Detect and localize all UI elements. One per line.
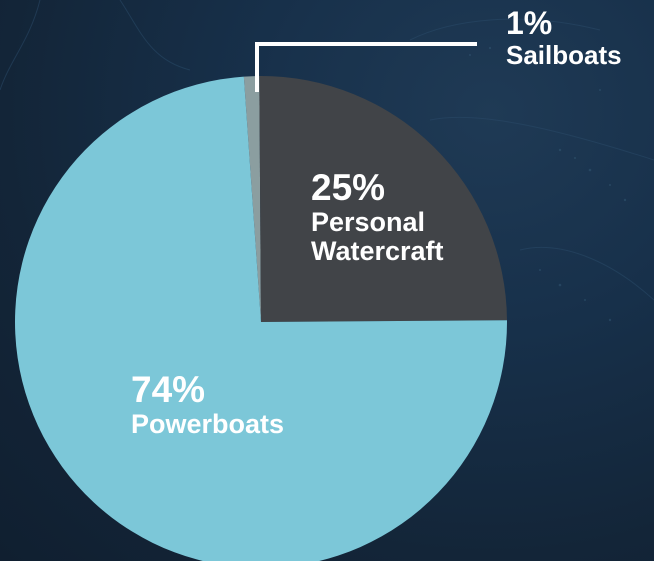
pie-slice-sailboats bbox=[243, 76, 261, 322]
slice-name-personal-line-1: Personal bbox=[311, 206, 426, 237]
slice-name-personal-line-2: Watercraft bbox=[311, 236, 444, 267]
slice-label-personal-watercraft: 25% Personal Watercraft bbox=[311, 168, 444, 266]
pie-slice-personal-watercraft bbox=[259, 76, 507, 322]
sailboats-leader-line bbox=[255, 42, 477, 92]
slice-name-powerboats: Powerboats bbox=[131, 408, 285, 439]
pie-slices bbox=[15, 76, 507, 561]
slice-value-powerboats: 74% bbox=[131, 369, 206, 410]
slice-label-powerboats: 74% Powerboats bbox=[131, 370, 284, 439]
slice-name-sailboats: Sailboats bbox=[506, 39, 622, 70]
slice-label-sailboats: 1% Sailboats bbox=[506, 6, 622, 69]
pie-slice-powerboats bbox=[15, 76, 507, 561]
slice-value-sailboats: 1% bbox=[506, 5, 553, 41]
slice-value-personal-watercraft: 25% bbox=[311, 167, 386, 208]
